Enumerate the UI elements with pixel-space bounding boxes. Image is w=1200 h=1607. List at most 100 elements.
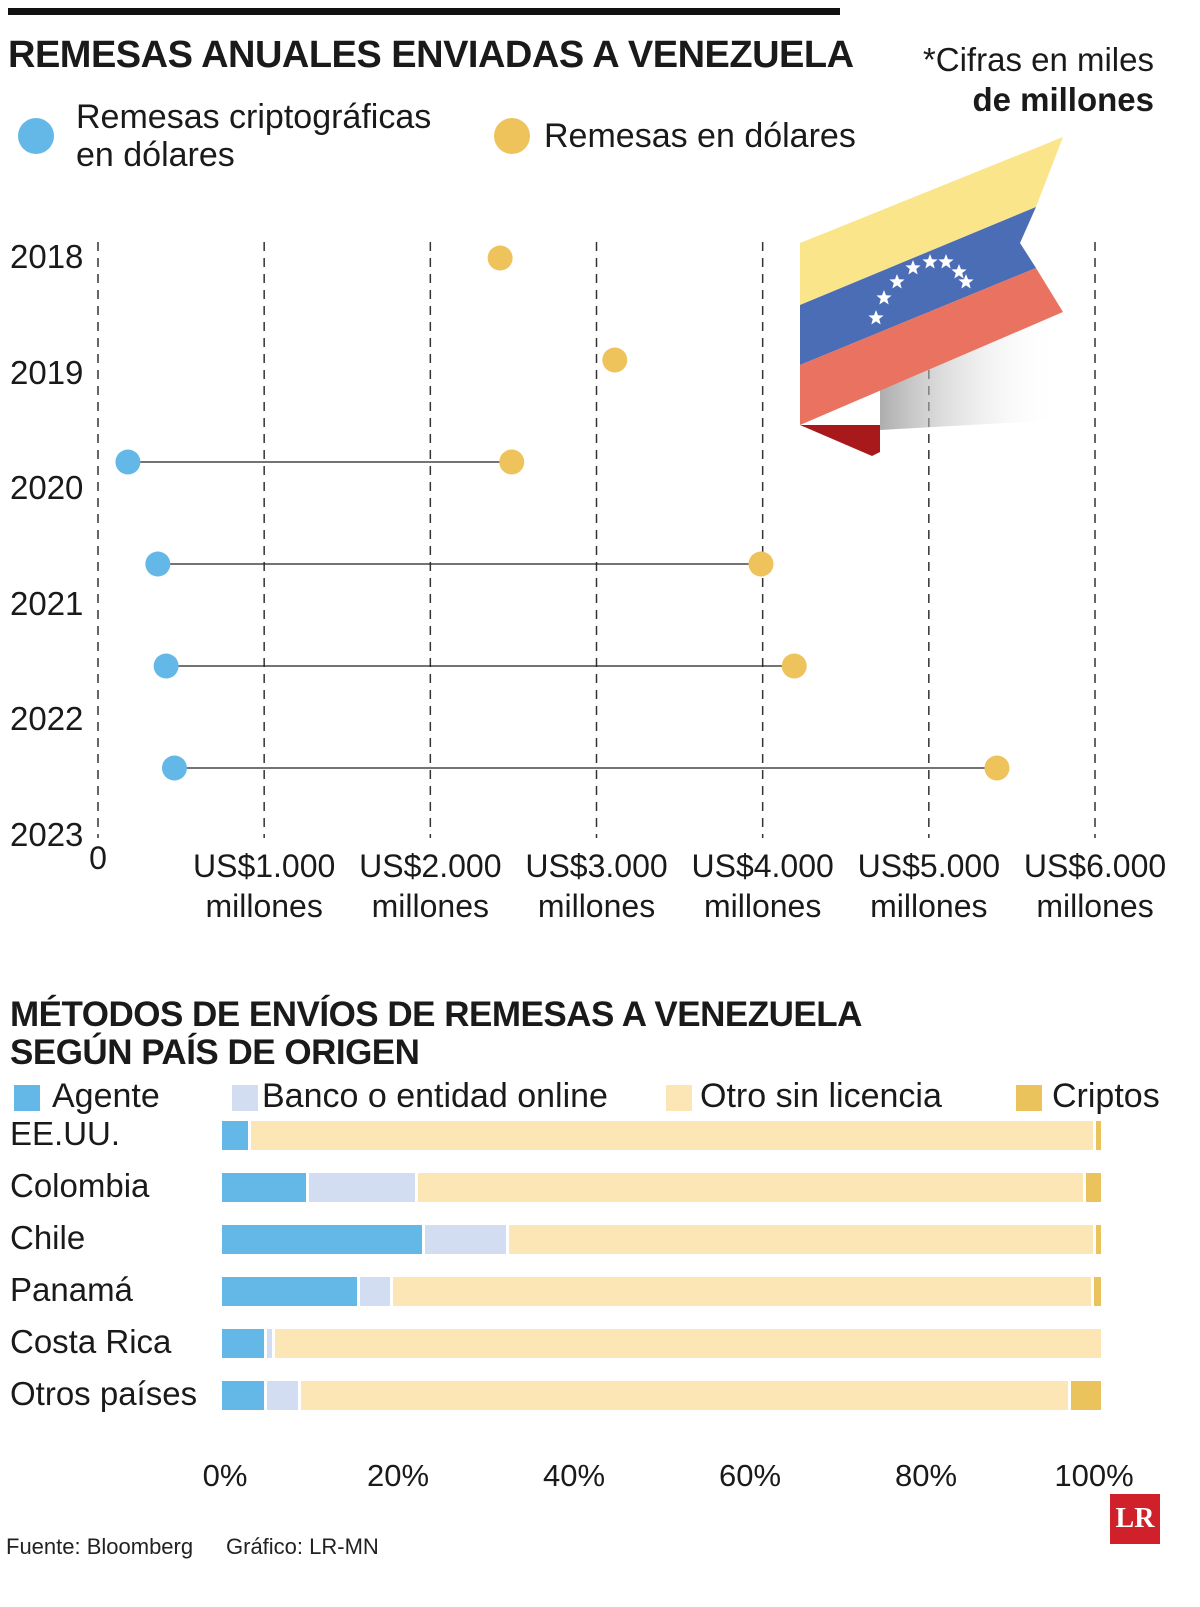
y-tick-label: 2023 xyxy=(10,816,84,853)
legend-crypto-marker xyxy=(18,118,54,154)
flag-red-stripe xyxy=(800,268,1063,425)
dollar-point xyxy=(487,245,513,271)
bar-segment-criptos xyxy=(1096,1225,1101,1254)
flag-stars xyxy=(868,254,974,325)
crypto-point xyxy=(115,449,141,475)
x-tick-line1: US$1.000 xyxy=(192,848,336,884)
x-tick-label: US$5.000 millones xyxy=(844,846,1014,926)
x-tick-label: US$2.000 millones xyxy=(345,846,515,926)
bar-segment-agente xyxy=(222,1381,265,1410)
star-icon xyxy=(922,254,938,269)
dollar-point xyxy=(781,653,807,679)
bar-segment-otro-sin-licencia xyxy=(300,1381,1068,1410)
x-tick-line1: US$6.000 xyxy=(1023,848,1167,884)
crypto-point xyxy=(153,653,179,679)
units-note-line2: de millones xyxy=(972,81,1154,118)
legend-dollars-marker xyxy=(494,118,530,154)
y-tick-label: 2019 xyxy=(10,353,84,391)
y-tick-label: 2021 xyxy=(10,584,84,622)
bar-title-line1: MÉTODOS DE ENVÍOS DE REMESAS A VENEZUELA xyxy=(10,995,862,1034)
x-tick-line2: millones xyxy=(870,888,988,924)
dollar-point xyxy=(602,347,628,373)
x-tick-label: US$1.000 millones xyxy=(179,846,349,926)
percent-tick-label: 60% xyxy=(718,1458,782,1493)
legend-label: Criptos xyxy=(1052,1077,1160,1115)
legend-label: Banco o entidad online xyxy=(262,1077,608,1115)
star-icon xyxy=(951,264,967,279)
bar-segment-agente xyxy=(222,1121,249,1150)
flag-blue-stripe xyxy=(800,207,1036,365)
percent-tick-label: 100% xyxy=(1054,1458,1134,1493)
source-text: Fuente: Bloomberg xyxy=(6,1534,194,1559)
bar-segment-banco-o-entidad-online xyxy=(267,1329,273,1358)
flag-fold xyxy=(800,425,880,456)
bar-segment-otro-sin-licencia xyxy=(251,1121,1094,1150)
x-tick-label: US$6.000 millones xyxy=(1010,846,1180,926)
bar-segment-otro-sin-licencia xyxy=(509,1225,1094,1254)
percent-tick-label: 0% xyxy=(202,1458,248,1493)
legend-swatch-otro-sin-licencia xyxy=(666,1085,692,1111)
dumbbell-chart xyxy=(97,137,1096,838)
legend-label: Agente xyxy=(52,1077,160,1115)
star-icon xyxy=(876,290,892,305)
chart-title: REMESAS ANUALES ENVIADAS A VENEZUELA xyxy=(8,34,854,76)
y-tick-label: 2020 xyxy=(10,469,84,507)
x-tick-line1: US$5.000 xyxy=(857,848,1000,884)
venezuela-flag-illustration xyxy=(800,137,1063,456)
y-tick-label: 2022 xyxy=(10,700,84,738)
x-tick-label: US$3.000 millones xyxy=(512,846,682,926)
bar-segment-banco-o-entidad-online xyxy=(424,1225,507,1254)
crypto-point xyxy=(145,551,171,577)
x-tick-line2: millones xyxy=(703,888,822,924)
percent-tick-label: 20% xyxy=(366,1458,430,1493)
units-note-line1: *Cifras en miles xyxy=(922,41,1154,78)
legend-crypto-line1: Remesas criptográficas xyxy=(76,98,432,136)
x-tick-line1: US$2.000 xyxy=(359,848,502,884)
flag-yellow-stripe xyxy=(800,137,1063,305)
star-icon xyxy=(889,274,905,289)
legend-dollars-label: Remesas en dólares xyxy=(544,117,856,155)
dollar-point xyxy=(499,449,525,475)
bar-segment-criptos xyxy=(1070,1381,1101,1410)
bar-segment-agente xyxy=(222,1329,265,1358)
star-icon xyxy=(938,254,954,269)
crypto-point xyxy=(161,755,187,781)
top-rule xyxy=(8,8,840,15)
legend-swatch-banco-o-entidad-online xyxy=(232,1085,258,1111)
star-icon xyxy=(868,310,884,325)
star-icon xyxy=(958,274,974,289)
bar-segment-criptos xyxy=(1096,1121,1101,1150)
bar-segment-banco-o-entidad-online xyxy=(267,1381,298,1410)
category-label: Panamá xyxy=(10,1271,133,1308)
legend-crypto-line2: en dólares xyxy=(76,136,235,174)
category-label: Chile xyxy=(10,1219,86,1256)
x-tick-line2: millones xyxy=(371,888,490,924)
x-tick-label: 0 xyxy=(89,840,107,876)
category-label: Otros países xyxy=(10,1375,198,1412)
bar-segment-otro-sin-licencia xyxy=(417,1173,1084,1202)
bar-segment-banco-o-entidad-online xyxy=(359,1277,390,1306)
bar-segment-agente xyxy=(222,1225,422,1254)
legend-swatch-agente xyxy=(14,1085,40,1111)
units-note: *Cifras en miles de millones xyxy=(923,40,1154,120)
x-tick-line2: millones xyxy=(537,888,656,924)
x-tick-line2: millones xyxy=(205,888,323,924)
legend-label: Otro sin licencia xyxy=(700,1077,942,1115)
dollar-point xyxy=(748,551,774,577)
bar-segment-criptos xyxy=(1086,1173,1101,1202)
x-tick-line1: US$3.000 xyxy=(525,848,668,884)
percent-tick-label: 40% xyxy=(542,1458,606,1493)
category-label: Colombia xyxy=(10,1167,150,1204)
percent-tick-label: 80% xyxy=(894,1458,958,1493)
x-tick-line2: millones xyxy=(1036,888,1154,924)
legend-swatch-criptos xyxy=(1016,1085,1042,1111)
x-tick-label: US$4.000 millones xyxy=(678,846,848,926)
bar-segment-otro-sin-licencia xyxy=(275,1329,1101,1358)
bar-segment-banco-o-entidad-online xyxy=(309,1173,415,1202)
star-icon xyxy=(905,260,921,275)
bar-segment-otro-sin-licencia xyxy=(392,1277,1092,1306)
category-label: EE.UU. xyxy=(10,1115,121,1152)
category-label: Costa Rica xyxy=(10,1323,172,1360)
bar-segment-agente xyxy=(222,1277,357,1306)
